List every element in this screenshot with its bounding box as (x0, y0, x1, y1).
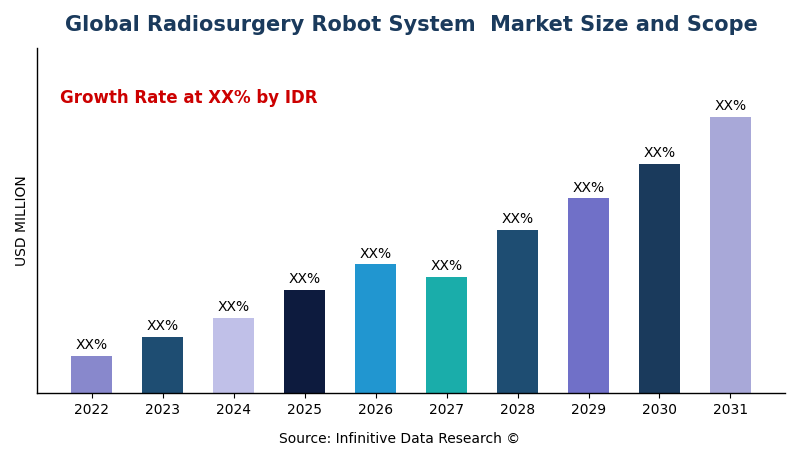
Text: XX%: XX% (360, 247, 392, 261)
Text: Growth Rate at XX% by IDR: Growth Rate at XX% by IDR (60, 89, 318, 107)
Bar (142, 337, 183, 393)
Text: XX%: XX% (146, 319, 179, 333)
Text: XX%: XX% (502, 212, 534, 226)
Text: Source: Infinitive Data Research ©: Source: Infinitive Data Research © (279, 432, 521, 446)
Text: XX%: XX% (430, 259, 462, 273)
Text: XX%: XX% (714, 99, 746, 113)
Title: Global Radiosurgery Robot System  Market Size and Scope: Global Radiosurgery Robot System Market … (65, 15, 758, 35)
Bar (639, 164, 680, 393)
Text: XX%: XX% (218, 300, 250, 314)
Bar (710, 117, 751, 393)
Text: XX%: XX% (573, 181, 605, 195)
Text: XX%: XX% (643, 146, 675, 160)
Text: XX%: XX% (76, 338, 108, 352)
Bar (568, 198, 609, 393)
Bar (426, 277, 467, 393)
Bar (355, 265, 396, 393)
Text: XX%: XX% (289, 272, 321, 286)
Bar (71, 356, 113, 393)
Bar (214, 318, 254, 393)
Bar (284, 290, 326, 393)
Bar (497, 230, 538, 393)
Y-axis label: USD MILLION: USD MILLION (15, 175, 29, 266)
